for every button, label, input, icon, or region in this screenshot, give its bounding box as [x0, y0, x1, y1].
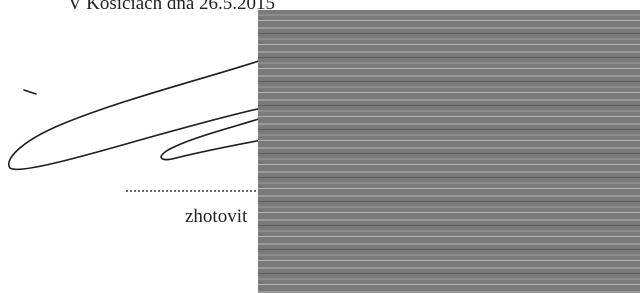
page: {"place_date": "V Košiciach dňa 26.5.201…: [0, 0, 640, 293]
signature-caption: zhotovit: [185, 206, 248, 227]
scanned-page: V Košiciach dňa 26.5.2015 zhotovit: [0, 0, 640, 293]
place-date: V Košiciach dňa 26.5.2015: [68, 0, 275, 14]
redaction-block: [258, 10, 640, 293]
